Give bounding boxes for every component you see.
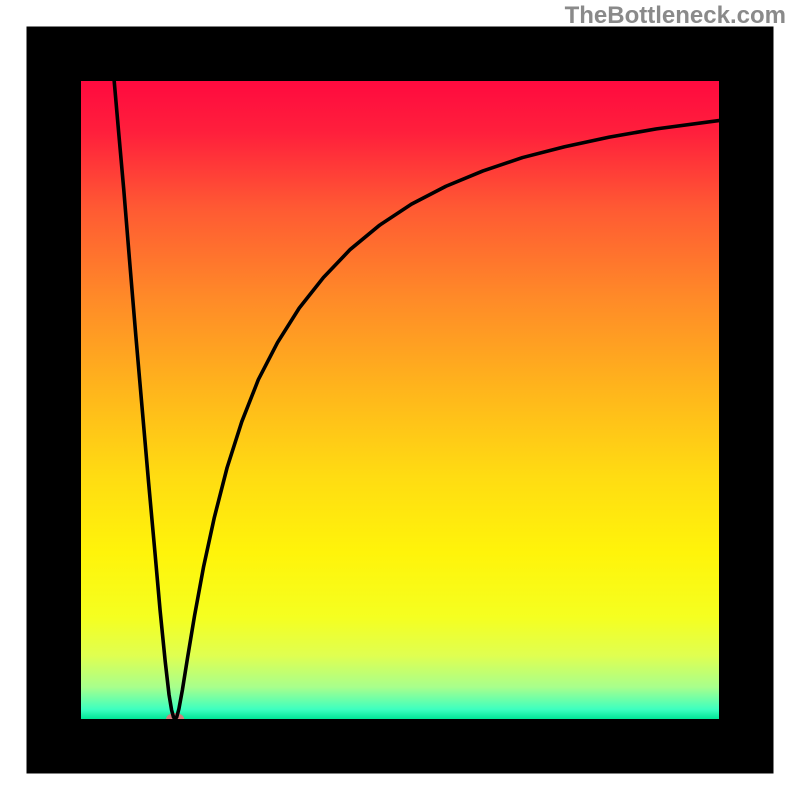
chart-svg <box>0 0 800 800</box>
plot-background <box>81 81 719 719</box>
chart-frame: TheBottleneck.com <box>0 0 800 800</box>
watermark-text: TheBottleneck.com <box>565 2 786 30</box>
